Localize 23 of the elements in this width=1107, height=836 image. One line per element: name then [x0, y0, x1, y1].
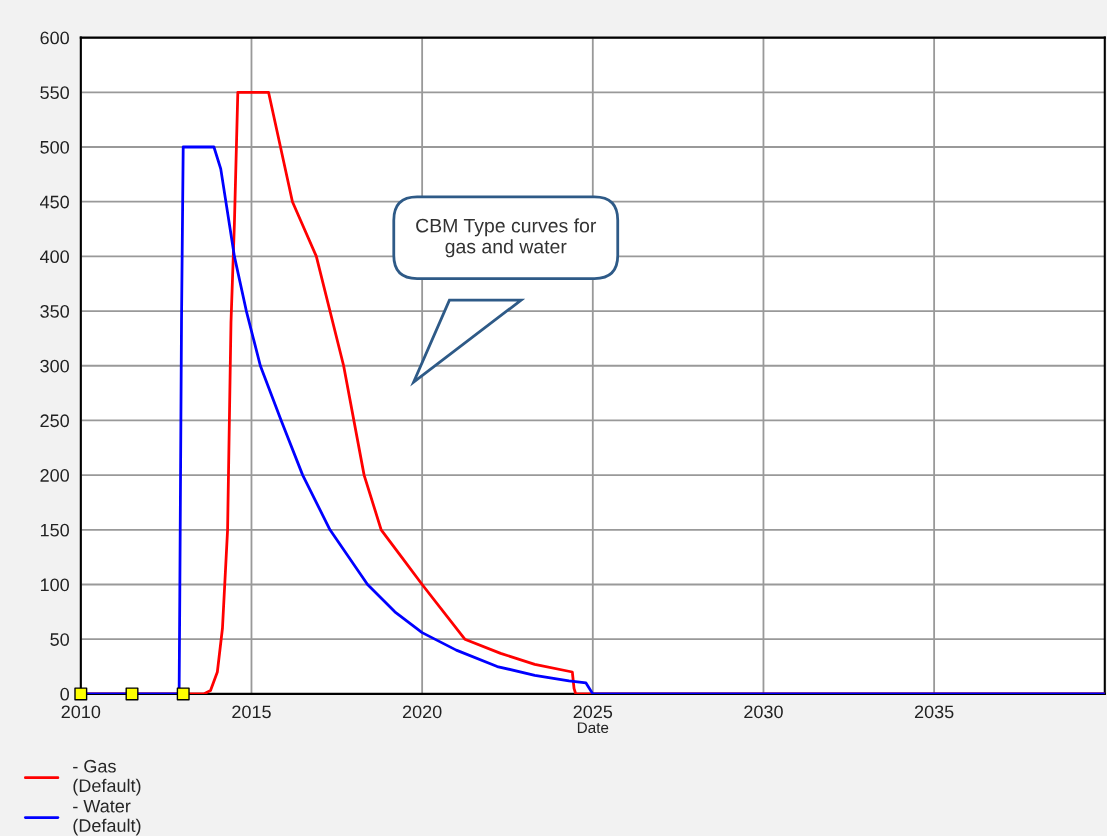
y-tick-label: 600 [40, 31, 69, 45]
x-tick-label: 2010 [61, 705, 101, 719]
y-tick-label: 550 [40, 86, 69, 100]
legend-label: - Water (Default) [73, 799, 141, 836]
x-tick-label: 2015 [232, 705, 271, 719]
legend-label: - Gas (Default) [73, 759, 141, 796]
y-tick-label: 350 [40, 305, 69, 318]
x-tick-label: 2020 [402, 705, 442, 719]
y-tick-label: 200 [40, 469, 69, 482]
y-tick-label: 100 [40, 578, 69, 592]
y-tick-label: 150 [40, 523, 69, 537]
y-tick-label: 300 [40, 359, 69, 373]
x-tick-label: 2025 [573, 705, 613, 719]
y-tick-label: 50 [50, 633, 69, 646]
y-tick-label: 450 [39, 195, 69, 209]
y-tick-label: 400 [39, 250, 69, 264]
x-tick-label: 2030 [744, 705, 783, 719]
x-axis-title: Date [577, 722, 609, 734]
y-tick-label: 0 [60, 687, 69, 701]
x-tick-label: 2035 [914, 705, 954, 719]
y-tick-label: 250 [40, 414, 69, 428]
annotation: CBM Type curves for gas and water [416, 218, 597, 258]
y-tick-label: 500 [40, 140, 69, 154]
